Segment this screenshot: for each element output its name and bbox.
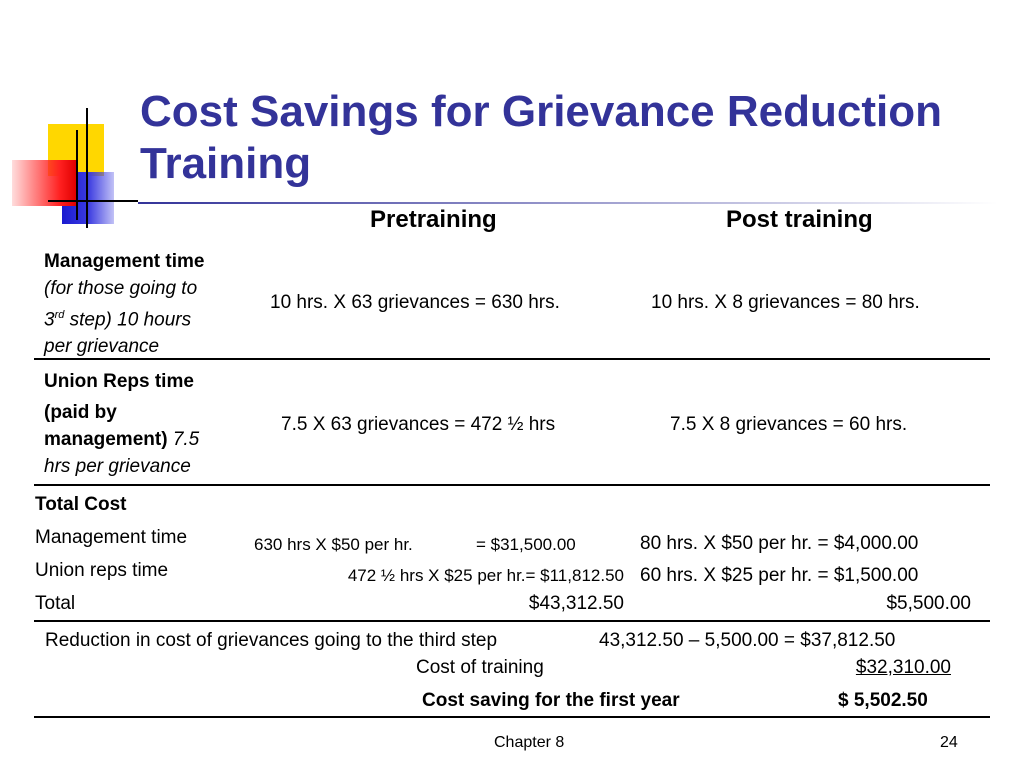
label-italic-part: step) 10 hours [69,309,192,331]
cost-of-training-value: $32,310.00 [855,657,951,678]
ordinal-number: 3 [44,309,55,331]
total-cost-management-label: Management time [35,527,188,548]
column-header-pretraining: Pretraining [370,206,497,233]
footer-chapter: Chapter 8 [494,734,565,751]
total-cost-union-label: Union reps time [35,560,169,581]
total-cost-total-pre: $43,312.50 [528,593,624,614]
row-divider [34,484,990,486]
total-cost-union-post: 60 hrs. X $25 per hr. = $1,500.00 [640,565,919,586]
label-italic: per grievance [44,336,160,358]
union-post-training-value: 7.5 X 8 grievances = 60 hrs. [670,414,908,435]
row-divider [34,620,990,622]
label-bold: Union Reps time [44,371,194,392]
label-italic-part: 7.5 [172,429,200,450]
label-italic: 3rd step) 10 hours [44,302,254,333]
cost-saving-label: Cost saving for the first year [422,690,680,711]
row-label-union-reps-time: Union Reps time (paid by management) 7.5… [44,368,254,480]
label-bold: (paid by [44,402,117,423]
column-header-post-training: Post training [726,206,873,233]
logo-line [48,200,138,202]
footer-page-number: 24 [940,734,958,751]
title-underline [138,202,998,204]
cost-saving-value: $ 5,502.50 [838,690,928,711]
total-cost-management-pre-calc: 630 hrs X $50 per hr. [254,535,413,554]
label-bold-part: management) [44,429,168,450]
cost-of-training-label: Cost of training [416,657,544,678]
logo-line [76,130,78,220]
logo-red-square [12,160,76,206]
union-pretraining-value: 7.5 X 63 grievances = 472 ½ hrs [281,414,556,435]
slide-title: Cost Savings for Grievance Reduction Tra… [140,87,942,188]
reduction-label: Reduction in cost of grievances going to… [45,630,498,651]
row-divider [34,358,990,360]
label-italic: (for those going to [44,278,198,299]
total-cost-management-post: 80 hrs. X $50 per hr. = $4,000.00 [640,533,919,554]
row-divider [34,716,990,718]
logo-line [86,108,88,228]
label-mixed: management) 7.5 [44,426,254,453]
management-pretraining-value: 10 hrs. X 63 grievances = 630 hrs. [270,292,560,313]
total-cost-heading: Total Cost [35,494,127,515]
ordinal-suffix: rd [54,309,65,321]
reduction-value: 43,312.50 – 5,500.00 = $37,812.50 [599,630,896,651]
label-italic: hrs per grievance [44,456,191,477]
total-cost-union-pre: 472 ½ hrs X $25 per hr.= $11,812.50 [347,566,624,585]
label-bold: Management time [44,251,205,272]
total-cost-total-post: $5,500.00 [886,593,971,614]
row-label-management-time: Management time (for those going to 3rd … [44,248,254,360]
management-post-training-value: 10 hrs. X 8 grievances = 80 hrs. [651,292,920,313]
total-cost-management-pre-result: = $31,500.00 [476,535,576,554]
total-cost-total-label: Total [35,593,76,614]
